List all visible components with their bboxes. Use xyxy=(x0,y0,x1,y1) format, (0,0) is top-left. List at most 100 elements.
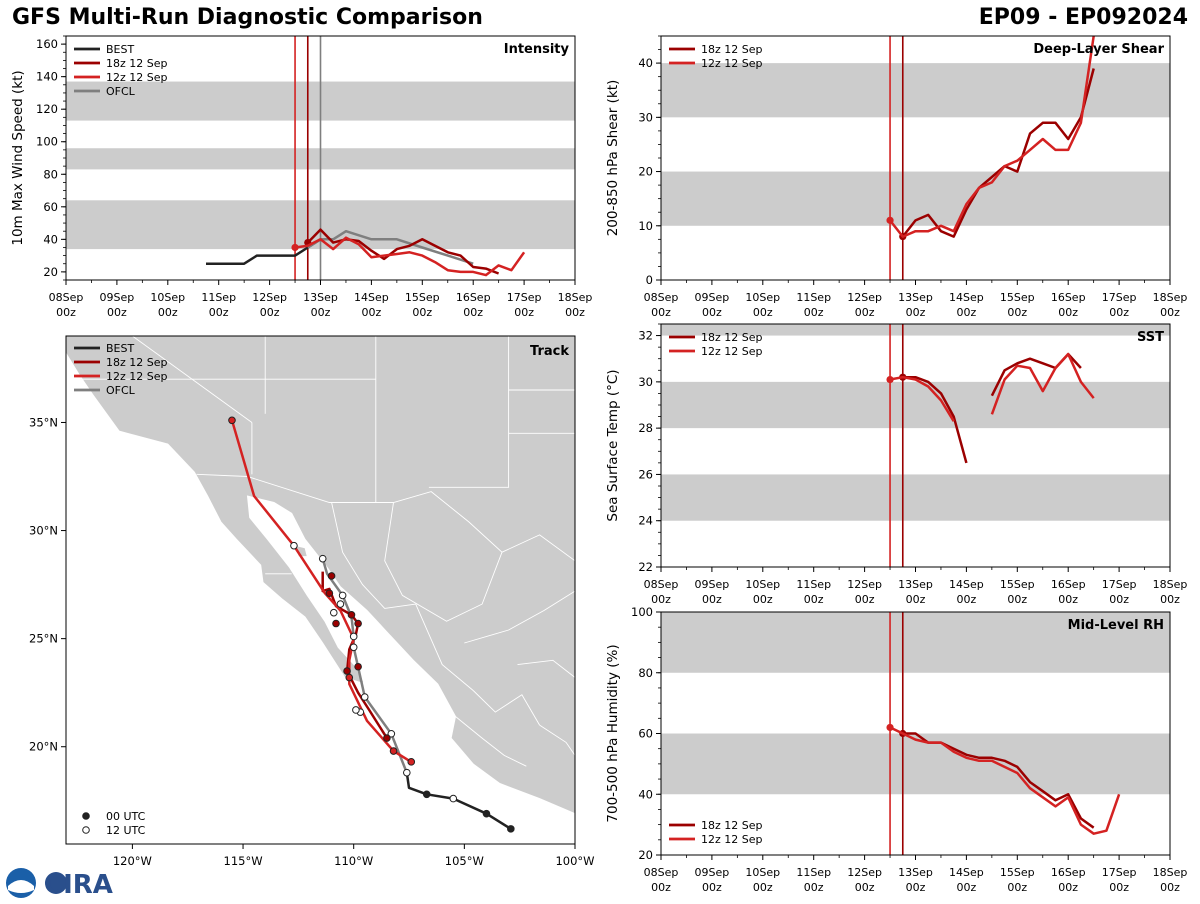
track-marker-run12z xyxy=(290,541,298,550)
track-marker-run18z xyxy=(332,619,340,628)
x-tick-label-date: 18Sep xyxy=(1153,866,1188,879)
x-tick-label-hour: 00z xyxy=(1160,306,1180,319)
y-tick-label: 80 xyxy=(638,666,653,680)
border-line xyxy=(539,724,575,756)
x-tick-label: 105°W xyxy=(445,854,484,868)
cira-globe-icon xyxy=(45,872,67,894)
x-tick-label-date: 11Sep xyxy=(796,866,831,879)
track-marker-run12z xyxy=(345,673,354,682)
track-marker-ofcl xyxy=(349,632,358,641)
cira-logo: CIRA xyxy=(4,866,114,904)
y-tick-label: 24 xyxy=(638,514,653,528)
y-tick-label: 60 xyxy=(43,200,58,214)
x-tick-label-hour: 00z xyxy=(1007,593,1027,606)
track-marker-run12z xyxy=(336,600,345,608)
series-line-run18z xyxy=(901,68,1095,238)
y-tick-label: 32 xyxy=(638,329,653,343)
y-tick-label: 100 xyxy=(36,135,58,149)
series-line-run12z xyxy=(889,726,1121,835)
track-marker-run12z xyxy=(407,758,416,766)
x-tick-label-date: 12Sep xyxy=(252,291,287,304)
x-tick-label-hour: 00z xyxy=(753,306,773,319)
y-tick-label: 30 xyxy=(638,375,653,389)
x-tick-label-hour: 00z xyxy=(514,306,534,319)
legend-label: 12z 12 Sep xyxy=(701,57,763,70)
x-tick-label-hour: 00z xyxy=(855,593,875,606)
x-tick-label-date: 18Sep xyxy=(558,291,593,304)
y-tick-label: 30°N xyxy=(29,524,58,538)
track-marker-best xyxy=(449,794,458,803)
track-marker-ofcl xyxy=(338,591,347,600)
x-tick-label-hour: 00z xyxy=(56,306,76,319)
x-tick-label-date: 18Sep xyxy=(1153,578,1188,591)
y-axis-label: Sea Surface Temp (°C) xyxy=(605,369,621,521)
y-tick-label: 20 xyxy=(43,265,58,279)
track-marker-run18z xyxy=(343,667,351,675)
x-tick-label-date: 17Sep xyxy=(1102,291,1137,304)
panel-shear: 0 10 20 30 40 08Sep 00z 09Sep 00z 10Sep 00z 11Sep 00… xyxy=(605,35,1188,319)
x-tick-label-date: 13Sep xyxy=(898,291,933,304)
series-line-run12z xyxy=(889,375,955,422)
panel-title: SST xyxy=(1137,330,1164,345)
y-tick-label: 10 xyxy=(638,219,653,233)
y-tick-label: 25°N xyxy=(29,632,58,646)
x-tick-label-hour: 00z xyxy=(1058,306,1078,319)
x-tick-label-hour: 00z xyxy=(753,593,773,606)
x-tick-label-date: 14Sep xyxy=(949,578,984,591)
x-tick-label: 110°W xyxy=(334,854,373,868)
border-line xyxy=(362,675,368,685)
init-point-run12z xyxy=(886,216,894,224)
legend-label: BEST xyxy=(106,342,134,355)
shaded-band xyxy=(661,474,1170,521)
x-tick-label-hour: 00z xyxy=(311,306,331,319)
panel-frame xyxy=(65,335,576,845)
track-marker-run18z xyxy=(354,662,362,671)
x-tick-label-hour: 00z xyxy=(651,881,671,894)
x-tick-label: 120°W xyxy=(113,854,152,868)
x-tick-label-hour: 00z xyxy=(107,306,127,319)
x-tick-label-date: 09Sep xyxy=(695,291,730,304)
legend-label: 18z 12 Sep xyxy=(106,57,168,70)
map-area xyxy=(66,336,575,844)
x-tick-label: 115°W xyxy=(224,854,263,868)
legend-label: 18z 12 Sep xyxy=(701,819,763,832)
panel-title: Track xyxy=(530,344,569,359)
noaa-gull-icon xyxy=(8,880,34,893)
series-line-run12z xyxy=(990,352,1095,415)
x-tick-label-date: 08Sep xyxy=(644,578,679,591)
y-tick-label: 40 xyxy=(638,787,653,801)
x-tick-label-hour: 00z xyxy=(1109,593,1129,606)
shaded-band xyxy=(661,324,1170,336)
x-tick-label-date: 08Sep xyxy=(644,866,679,879)
y-tick-label: 80 xyxy=(43,167,58,181)
x-tick-label-hour: 00z xyxy=(1160,881,1180,894)
x-tick-label-hour: 00z xyxy=(651,306,671,319)
x-tick-label-date: 15Sep xyxy=(1000,578,1035,591)
x-tick-label-date: 12Sep xyxy=(847,291,882,304)
legend-label: 12z 12 Sep xyxy=(701,833,763,846)
storm-id: EP09 - EP092024 xyxy=(978,5,1188,30)
main-title: GFS Multi-Run Diagnostic Comparison xyxy=(12,5,483,30)
x-tick-label-date: 14Sep xyxy=(354,291,389,304)
track-marker-best xyxy=(507,825,515,833)
panel-frame xyxy=(660,323,1171,568)
x-tick-label-date: 10Sep xyxy=(150,291,185,304)
x-tick-label-hour: 00z xyxy=(260,306,280,319)
x-tick-label-date: 11Sep xyxy=(796,578,831,591)
x-tick-label-hour: 00z xyxy=(565,306,585,319)
y-tick-label: 140 xyxy=(36,70,58,84)
x-tick-label-hour: 00z xyxy=(702,593,722,606)
legend-marker xyxy=(82,812,90,820)
track-marker-best xyxy=(403,768,411,777)
x-tick-label-date: 18Sep xyxy=(1153,291,1188,304)
x-tick-label-hour: 00z xyxy=(957,881,977,894)
track-marker-best xyxy=(482,809,491,818)
x-tick-label-date: 10Sep xyxy=(745,578,780,591)
x-tick-label-hour: 00z xyxy=(906,881,926,894)
x-tick-label-date: 09Sep xyxy=(695,866,730,879)
track-marker-run12z xyxy=(329,608,338,617)
track-marker-ofcl xyxy=(387,729,396,738)
y-tick-label: 0 xyxy=(646,273,653,287)
land xyxy=(66,336,575,815)
